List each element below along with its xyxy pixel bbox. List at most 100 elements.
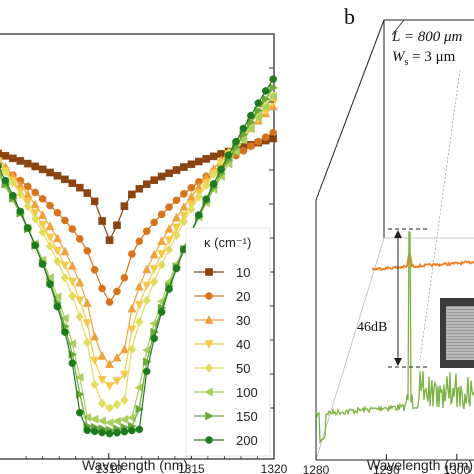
data-point [268,91,277,101]
legend-label: 40 [236,337,250,352]
data-point [127,344,137,355]
data-point [202,195,211,203]
data-point [23,182,32,191]
data-point [150,218,158,227]
x-tick-label: 1290 [373,463,400,474]
data-point [68,359,77,367]
data-point [45,221,55,231]
data-point [31,162,39,171]
series-200 [0,75,277,438]
legend-label: 30 [236,313,250,328]
data-point [180,163,188,171]
data-point [23,159,32,168]
data-point [157,260,166,270]
data-point [142,367,151,376]
green-spectrum [315,231,474,445]
data-point [134,281,144,291]
data-point [209,180,218,188]
panel-a-ticks: 1310 1315 1320 [25,67,288,474]
data-point [16,157,25,165]
x-tick-label: 1315 [178,462,205,474]
x-tick-label: 1310 [95,462,122,474]
data-point [113,287,121,296]
data-point [113,428,121,437]
data-point [135,237,144,246]
box-line [315,19,385,201]
data-point [90,427,99,436]
data-point [53,233,62,243]
data-point [254,99,263,107]
data-point [172,223,181,233]
data-point [269,83,279,93]
data-point [172,212,181,222]
data-point [45,241,55,251]
data-point [30,214,40,224]
orange-spectrum [371,253,474,271]
data-point [53,256,62,267]
data-point [16,189,25,199]
data-point [269,128,277,137]
data-point [38,165,47,174]
data-point [61,328,69,336]
data-point [186,191,196,201]
dotted-line [419,69,461,361]
data-point [76,183,84,192]
data-point [1,166,10,177]
panel-b: b L = 800 μm Ws = 3 μm 46dB 1280 [303,4,474,474]
data-point [142,180,151,188]
legend-entry: 20 [194,289,250,304]
data-point [31,241,39,250]
data-point [0,162,2,170]
data-point [120,427,129,436]
height-label: 46dB [357,320,387,335]
data-point [165,285,173,293]
data-point [172,166,181,174]
data-point [75,277,85,287]
data-point [53,208,62,217]
legend-label: 100 [236,385,258,400]
legend: κ (cm⁻¹) 10 20 30 40 50 100 150 200 [185,227,271,457]
legend-label: 10 [236,265,250,280]
data-point [195,211,203,219]
data-point [105,236,114,244]
data-point [90,379,99,390]
legend-entry: 150 [194,409,258,424]
data-point [254,137,263,146]
data-point [142,264,152,274]
legend-title: κ (cm⁻¹) [204,235,251,250]
data-point [149,276,159,287]
data-point [141,345,151,355]
data-point [76,408,84,417]
legend-entry: 100 [194,385,258,400]
data-point [38,260,47,268]
length-annotation: L = 800 μm [391,29,462,45]
data-point [30,209,40,218]
data-point [157,250,167,259]
data-point [149,249,159,259]
data-point [23,201,33,212]
data-point [112,352,122,362]
data-point [204,363,214,373]
data-point [83,426,92,435]
data-point [187,160,196,169]
data-point [53,302,62,311]
data-point [135,404,145,414]
data-point [179,201,189,211]
data-point [247,111,255,120]
data-point [135,425,144,434]
data-point [38,220,48,230]
data-point [209,169,218,179]
panel-b-xlabel: Wavelength (nm) [367,457,473,473]
data-point [204,340,214,349]
data-point [201,180,211,190]
data-point [164,236,174,246]
data-point [83,247,92,255]
width-value: = 3 μm [408,49,455,65]
x-tick-label: 1300 [443,463,470,474]
data-point [128,250,136,258]
data-point [127,325,137,335]
data-point [127,303,137,313]
data-point [8,178,18,188]
data-point [90,197,99,206]
